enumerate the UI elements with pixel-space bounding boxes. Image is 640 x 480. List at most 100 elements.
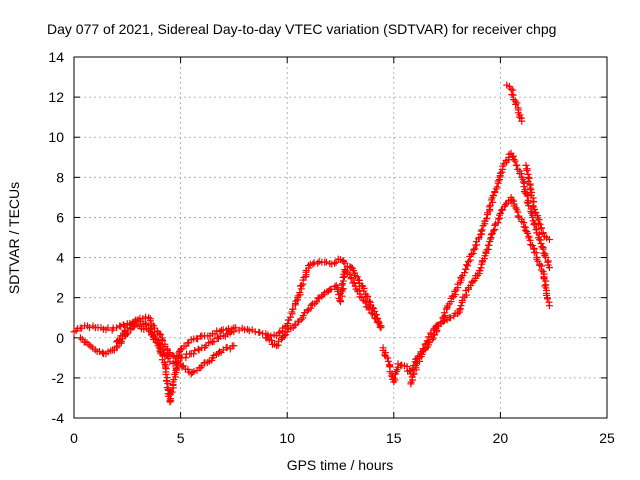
data-point xyxy=(532,226,540,234)
data-point xyxy=(165,349,173,357)
data-point xyxy=(353,273,361,281)
data-point xyxy=(512,100,520,108)
data-point xyxy=(537,224,545,232)
data-point xyxy=(543,295,551,303)
data-point xyxy=(464,262,472,270)
data-point xyxy=(523,192,531,200)
data-point xyxy=(190,350,198,358)
data-point xyxy=(162,370,170,378)
data-points xyxy=(70,81,553,406)
data-point xyxy=(518,117,526,125)
data-point xyxy=(142,313,150,321)
data-point xyxy=(273,342,281,350)
data-point xyxy=(513,161,521,169)
data-point xyxy=(96,347,104,355)
data-point xyxy=(487,231,495,239)
data-point xyxy=(210,338,218,346)
data-point xyxy=(213,327,221,335)
y-tick-label: 8 xyxy=(56,169,64,185)
chart-title: Day 077 of 2021, Sidereal Day-to-day VTE… xyxy=(47,21,556,37)
series-track-d xyxy=(262,266,385,350)
data-point xyxy=(545,302,553,310)
data-point xyxy=(531,221,539,229)
data-point xyxy=(213,334,221,342)
data-point xyxy=(371,314,379,322)
data-point xyxy=(483,215,491,223)
data-point xyxy=(155,330,163,338)
data-point xyxy=(119,321,127,329)
data-point xyxy=(336,296,344,304)
x-tick-label: 0 xyxy=(70,430,78,446)
data-point xyxy=(523,167,531,175)
data-point xyxy=(318,292,326,300)
data-point xyxy=(516,113,524,121)
data-point xyxy=(275,329,283,337)
data-point xyxy=(172,357,180,365)
series-track-f xyxy=(407,193,553,388)
data-point xyxy=(292,297,300,305)
data-point xyxy=(514,212,522,220)
data-point xyxy=(537,239,545,247)
data-point xyxy=(545,264,553,272)
data-point xyxy=(223,344,231,352)
tick-layer: 0 5 10 15 20 25 -4 -2 0 2 4 6 8 10 12 14 xyxy=(48,49,615,446)
x-tick-label: 10 xyxy=(279,430,295,446)
series-track-b xyxy=(76,317,238,378)
data-point xyxy=(511,157,519,165)
data-point xyxy=(282,331,290,339)
data-point xyxy=(456,305,464,313)
data-point xyxy=(520,223,528,231)
data-point xyxy=(256,328,264,336)
data-point xyxy=(169,351,177,359)
data-point xyxy=(510,155,518,163)
y-tick-label: 12 xyxy=(48,89,64,105)
data-point xyxy=(477,264,485,272)
data-point xyxy=(439,318,447,326)
series-track-c xyxy=(113,313,238,362)
data-point xyxy=(496,209,504,217)
data-point xyxy=(478,226,486,234)
data-point xyxy=(377,324,385,332)
data-point xyxy=(513,99,521,107)
data-point xyxy=(490,192,498,200)
data-point xyxy=(493,183,501,191)
data-point xyxy=(363,292,371,300)
data-point xyxy=(525,174,533,182)
y-tick-label: 4 xyxy=(56,250,64,266)
data-point xyxy=(376,323,384,331)
data-point xyxy=(190,367,198,375)
data-point xyxy=(457,302,465,310)
data-point xyxy=(339,285,347,293)
data-point xyxy=(419,345,427,353)
data-point xyxy=(350,279,358,287)
data-point xyxy=(299,312,307,320)
data-point xyxy=(423,337,431,345)
data-point xyxy=(532,208,540,216)
data-point xyxy=(537,266,545,274)
data-point xyxy=(314,294,322,302)
data-point xyxy=(331,259,339,267)
data-point xyxy=(384,354,392,362)
data-point xyxy=(297,282,305,290)
data-point xyxy=(384,357,392,365)
data-point xyxy=(188,369,196,377)
data-point xyxy=(451,291,459,299)
data-point xyxy=(130,318,138,326)
data-point xyxy=(322,258,330,266)
data-point xyxy=(98,349,106,357)
data-point xyxy=(166,350,174,358)
data-point xyxy=(501,201,509,209)
data-point xyxy=(485,203,493,211)
y-tick-label: 10 xyxy=(48,129,64,145)
data-point xyxy=(230,342,238,350)
data-point xyxy=(496,169,504,177)
x-axis-label: GPS time / hours xyxy=(287,457,394,473)
data-point xyxy=(498,206,506,214)
y-tick-label: 0 xyxy=(56,330,64,346)
data-point xyxy=(158,336,166,344)
data-point xyxy=(372,315,380,323)
data-point xyxy=(341,266,349,274)
data-point xyxy=(532,249,540,257)
data-point xyxy=(346,271,354,279)
data-point xyxy=(367,309,375,317)
